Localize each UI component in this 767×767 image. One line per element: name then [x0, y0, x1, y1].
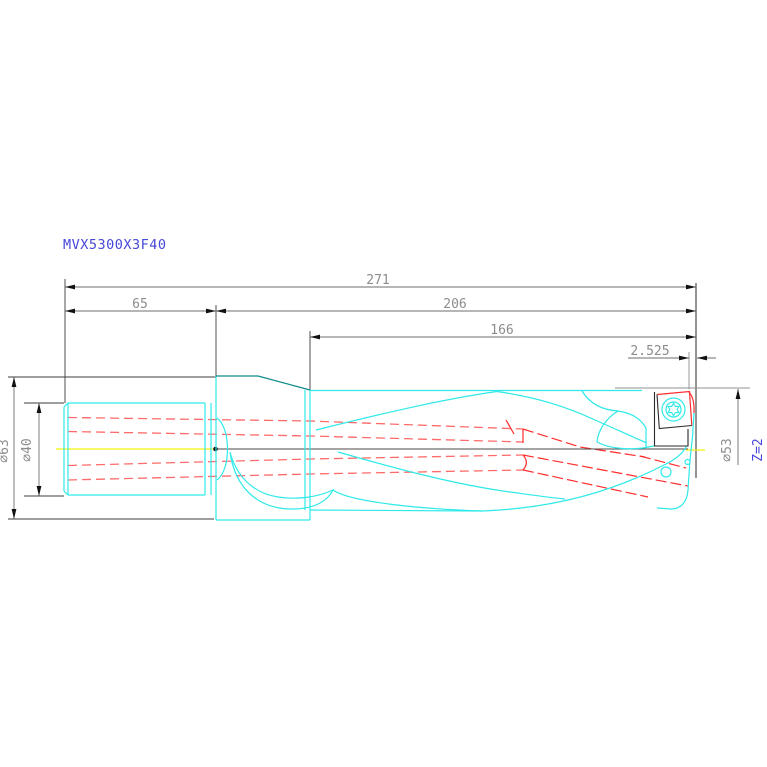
coolant-exit-hole-small — [684, 458, 691, 466]
coolant-hidden-lines — [67, 416, 689, 498]
insert-pocket — [653, 392, 689, 447]
drill-shank — [63, 402, 212, 496]
flute-curve — [496, 390, 648, 444]
dimension-arrows — [11, 284, 741, 519]
flute-curve — [481, 445, 688, 512]
body-length-dimension: 206 — [443, 297, 466, 312]
flange-diameter-label: ∅63 — [0, 439, 12, 462]
dimension-lines — [13, 286, 739, 519]
overall-length-dimension: 271 — [366, 273, 389, 288]
point-length-dimension: 2.525 — [630, 344, 669, 359]
flute-curve — [332, 489, 483, 512]
drill-flange — [215, 375, 311, 521]
shank-diameter-label: ∅40 — [20, 438, 35, 461]
shank-length-dimension: 65 — [132, 297, 148, 312]
coolant-exit-hole — [660, 466, 672, 478]
cutting-diameter-label: ∅53 — [720, 438, 735, 461]
drawing-title: MVX5300X3F40 — [63, 237, 167, 253]
extension-lines — [8, 279, 750, 520]
flute-length-dimension: 166 — [490, 323, 513, 338]
drill-body — [229, 389, 688, 512]
flute-curve — [337, 451, 566, 500]
periphery-insert — [656, 390, 693, 430]
flute-curve — [315, 390, 498, 431]
flute-count-label: Z=2 — [751, 438, 766, 461]
centerline — [56, 446, 705, 452]
torx-screw-icon — [661, 397, 686, 422]
flute-curl — [229, 451, 335, 510]
